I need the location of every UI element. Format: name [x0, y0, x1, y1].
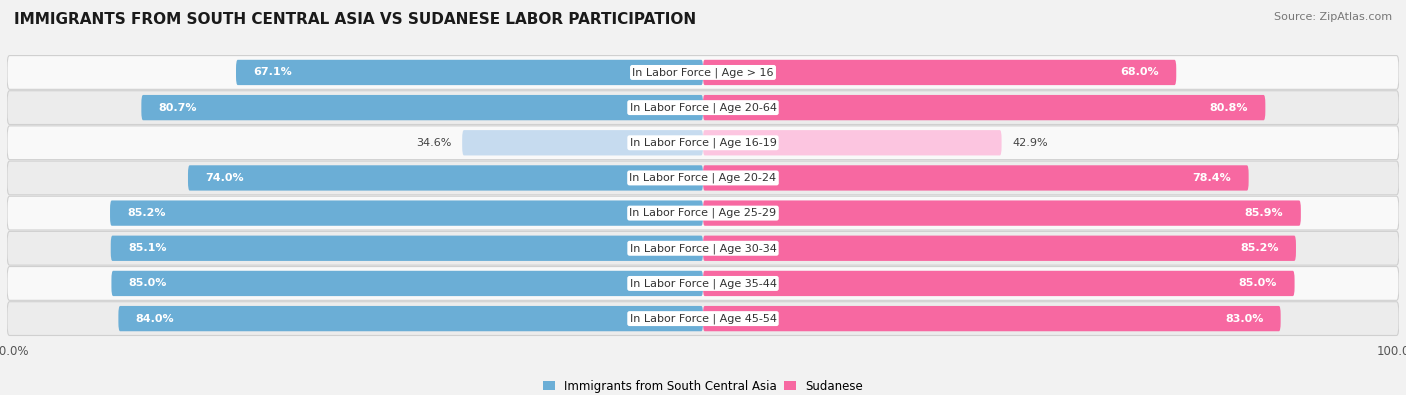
FancyBboxPatch shape [703, 95, 1265, 120]
Text: 85.2%: 85.2% [128, 208, 166, 218]
Text: 67.1%: 67.1% [253, 68, 292, 77]
Text: In Labor Force | Age 25-29: In Labor Force | Age 25-29 [630, 208, 776, 218]
Text: 83.0%: 83.0% [1225, 314, 1263, 324]
Text: IMMIGRANTS FROM SOUTH CENTRAL ASIA VS SUDANESE LABOR PARTICIPATION: IMMIGRANTS FROM SOUTH CENTRAL ASIA VS SU… [14, 12, 696, 27]
Text: 80.7%: 80.7% [159, 103, 197, 113]
Text: 34.6%: 34.6% [416, 138, 451, 148]
Text: Source: ZipAtlas.com: Source: ZipAtlas.com [1274, 12, 1392, 22]
FancyBboxPatch shape [142, 95, 703, 120]
FancyBboxPatch shape [703, 306, 1281, 331]
Text: In Labor Force | Age 20-64: In Labor Force | Age 20-64 [630, 102, 776, 113]
FancyBboxPatch shape [7, 302, 1399, 335]
Text: 84.0%: 84.0% [136, 314, 174, 324]
Text: In Labor Force | Age 16-19: In Labor Force | Age 16-19 [630, 137, 776, 148]
FancyBboxPatch shape [7, 267, 1399, 300]
FancyBboxPatch shape [7, 91, 1399, 124]
FancyBboxPatch shape [7, 161, 1399, 195]
FancyBboxPatch shape [703, 60, 1177, 85]
FancyBboxPatch shape [703, 130, 1001, 156]
FancyBboxPatch shape [703, 271, 1295, 296]
FancyBboxPatch shape [111, 271, 703, 296]
Text: 85.0%: 85.0% [1239, 278, 1277, 288]
FancyBboxPatch shape [703, 235, 1296, 261]
FancyBboxPatch shape [7, 126, 1399, 160]
FancyBboxPatch shape [7, 196, 1399, 230]
Text: In Labor Force | Age 30-34: In Labor Force | Age 30-34 [630, 243, 776, 254]
Text: 85.1%: 85.1% [128, 243, 167, 253]
FancyBboxPatch shape [703, 200, 1301, 226]
FancyBboxPatch shape [111, 235, 703, 261]
FancyBboxPatch shape [110, 200, 703, 226]
Text: 74.0%: 74.0% [205, 173, 245, 183]
FancyBboxPatch shape [7, 231, 1399, 265]
FancyBboxPatch shape [463, 130, 703, 156]
Text: 85.0%: 85.0% [129, 278, 167, 288]
FancyBboxPatch shape [7, 56, 1399, 89]
Text: 85.2%: 85.2% [1240, 243, 1278, 253]
FancyBboxPatch shape [118, 306, 703, 331]
FancyBboxPatch shape [236, 60, 703, 85]
Text: In Labor Force | Age 35-44: In Labor Force | Age 35-44 [630, 278, 776, 289]
Text: In Labor Force | Age > 16: In Labor Force | Age > 16 [633, 67, 773, 78]
Text: 68.0%: 68.0% [1121, 68, 1159, 77]
Text: In Labor Force | Age 45-54: In Labor Force | Age 45-54 [630, 313, 776, 324]
Text: In Labor Force | Age 20-24: In Labor Force | Age 20-24 [630, 173, 776, 183]
FancyBboxPatch shape [703, 165, 1249, 191]
Text: 80.8%: 80.8% [1209, 103, 1249, 113]
Legend: Immigrants from South Central Asia, Sudanese: Immigrants from South Central Asia, Suda… [538, 375, 868, 395]
Text: 78.4%: 78.4% [1192, 173, 1232, 183]
Text: 85.9%: 85.9% [1244, 208, 1284, 218]
FancyBboxPatch shape [188, 165, 703, 191]
Text: 42.9%: 42.9% [1012, 138, 1047, 148]
